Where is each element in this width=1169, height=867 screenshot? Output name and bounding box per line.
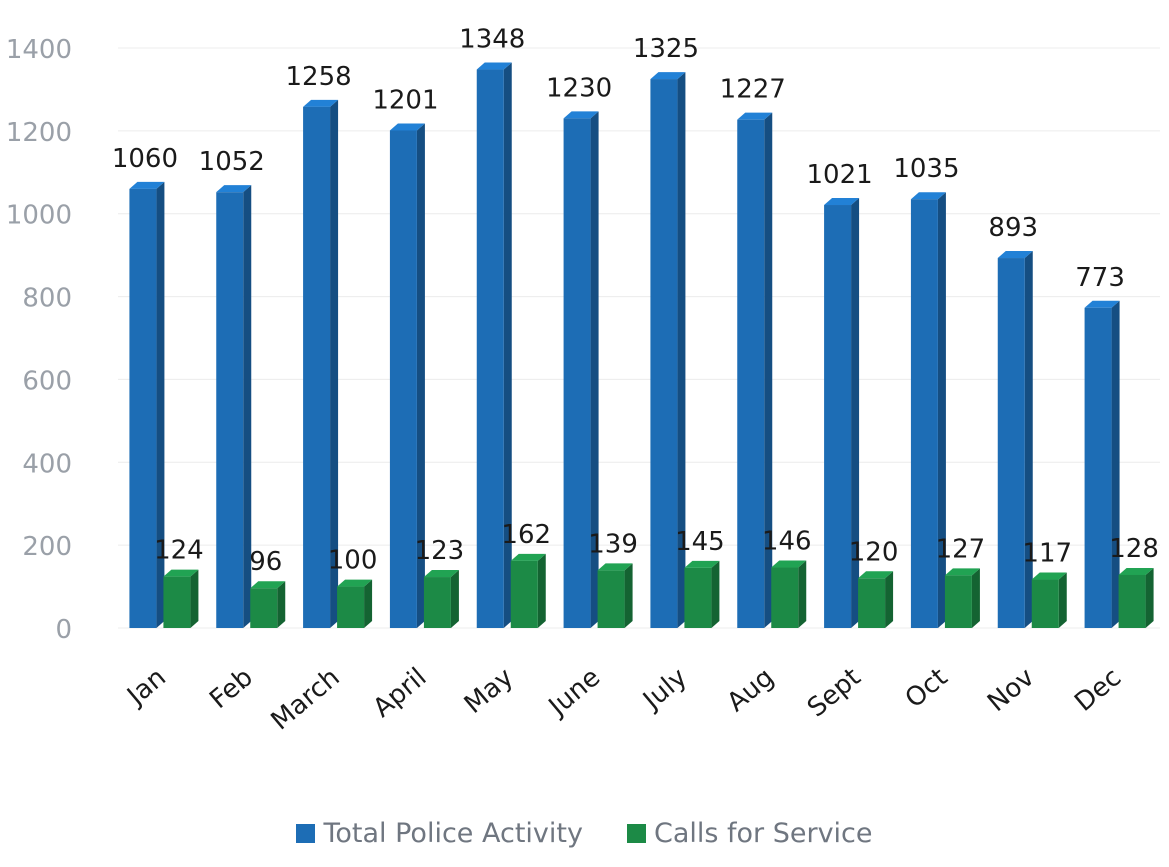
legend-label-total-police-activity: Total Police Activity	[323, 818, 583, 849]
legend-item-calls-for-service: Calls for Service	[626, 818, 873, 849]
bar-total-police-activity-june	[563, 111, 599, 628]
data-label-calls-for-service-may: 162	[501, 520, 551, 550]
x-tick-label-jan: Jan	[120, 662, 172, 712]
data-label-total-police-activity-sept: 1021	[806, 160, 872, 190]
y-tick-label-1000: 1000	[6, 201, 72, 231]
y-tick-label-1400: 1400	[6, 35, 72, 65]
y-tick-label-200: 200	[22, 532, 72, 562]
data-label-total-police-activity-oct: 1035	[893, 154, 959, 184]
bar-calls-for-service-april	[423, 570, 459, 628]
x-tick-label-march: March	[266, 662, 346, 736]
x-tick-label-july: July	[636, 662, 693, 716]
bar-total-police-activity-dec	[1084, 300, 1120, 628]
x-tick-label-oct: Oct	[900, 662, 954, 714]
bar-total-police-activity-april	[389, 123, 425, 628]
data-label-calls-for-service-july: 145	[675, 527, 725, 557]
legend-item-total-police-activity: Total Police Activity	[296, 818, 583, 849]
bar-total-police-activity-march	[303, 99, 339, 629]
data-label-calls-for-service-april: 123	[415, 536, 465, 566]
x-tick-label-sept: Sept	[802, 662, 867, 723]
data-label-total-police-activity-july: 1325	[633, 34, 699, 64]
data-label-total-police-activity-march: 1258	[285, 62, 351, 92]
data-label-total-police-activity-feb: 1052	[199, 147, 265, 177]
data-label-total-police-activity-june: 1230	[546, 73, 612, 103]
data-label-total-police-activity-nov: 893	[988, 213, 1038, 243]
bar-total-police-activity-jan	[129, 181, 165, 628]
bar-calls-for-service-jan	[163, 569, 199, 628]
bar-calls-for-service-oct	[944, 568, 980, 628]
bar-chart: 0 200 400 600 800 1000 1200 1400 1060 124 Jan 1052 9…	[6, 25, 1160, 736]
y-tick-label-600: 600	[22, 366, 72, 396]
bar-total-police-activity-sept	[824, 198, 860, 628]
data-label-calls-for-service-aug: 146	[762, 527, 812, 557]
bar-calls-for-service-nov	[1031, 572, 1067, 628]
legend-label-calls-for-service: Calls for Service	[653, 818, 873, 849]
x-tick-label-may: May	[459, 662, 519, 720]
bar-total-police-activity-nov	[997, 251, 1033, 629]
bar-calls-for-service-march	[337, 579, 373, 628]
x-tick-label-feb: Feb	[204, 662, 259, 715]
x-tick-label-june: June	[542, 662, 606, 723]
x-tick-label-dec: Dec	[1069, 662, 1127, 717]
data-label-calls-for-service-dec: 128	[1109, 534, 1159, 564]
data-label-calls-for-service-nov: 117	[1022, 539, 1072, 569]
bar-calls-for-service-aug	[771, 560, 807, 628]
x-tick-label-nov: Nov	[982, 662, 1040, 718]
x-tick-label-april: April	[368, 662, 433, 723]
legend-swatch-total-police-activity	[296, 824, 316, 843]
data-label-total-police-activity-aug: 1227	[720, 75, 786, 105]
bar-calls-for-service-june	[597, 563, 633, 628]
data-label-total-police-activity-may: 1348	[459, 25, 525, 55]
data-label-calls-for-service-march: 100	[328, 546, 378, 576]
bar-calls-for-service-dec	[1118, 567, 1154, 628]
y-tick-label-400: 400	[22, 449, 72, 479]
bar-total-police-activity-july	[650, 72, 686, 629]
x-tick-label-aug: Aug	[722, 662, 780, 718]
data-label-calls-for-service-feb: 96	[249, 547, 282, 577]
bar-total-police-activity-oct	[910, 192, 946, 628]
data-label-total-police-activity-jan: 1060	[112, 144, 178, 174]
bar-total-police-activity-feb	[216, 185, 252, 628]
data-label-total-police-activity-dec: 773	[1075, 263, 1125, 293]
legend: Total Police Activity Calls for Service	[0, 818, 1169, 849]
y-tick-label-800: 800	[22, 284, 72, 314]
bar-calls-for-service-feb	[250, 581, 286, 628]
data-label-calls-for-service-jan: 124	[154, 536, 204, 566]
bar-calls-for-service-may	[510, 553, 546, 628]
legend-swatch-calls-for-service	[626, 824, 646, 843]
bar-total-police-activity-may	[476, 62, 512, 629]
bar-total-police-activity-aug	[737, 112, 773, 629]
y-tick-label-1200: 1200	[6, 118, 72, 148]
data-label-calls-for-service-sept: 120	[849, 537, 899, 567]
y-tick-label-0: 0	[55, 615, 72, 645]
bar-calls-for-service-july	[684, 560, 720, 628]
data-label-total-police-activity-april: 1201	[372, 85, 438, 115]
data-label-calls-for-service-oct: 127	[936, 534, 986, 564]
data-label-calls-for-service-june: 139	[588, 529, 638, 559]
bar-calls-for-service-sept	[858, 571, 894, 628]
